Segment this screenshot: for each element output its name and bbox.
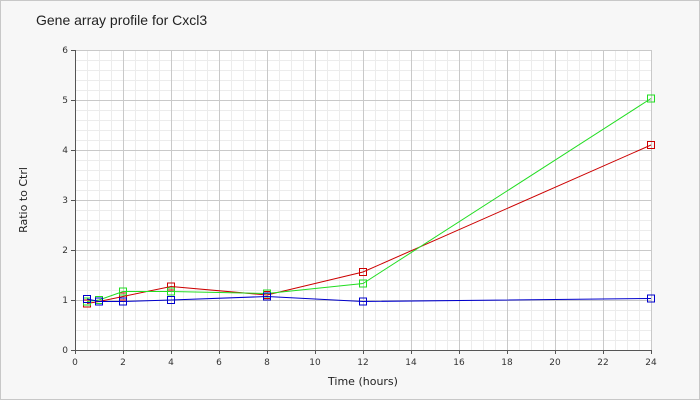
x-tick-label: 2 <box>120 358 126 368</box>
y-tick-label: 6 <box>62 46 68 56</box>
x-tick-label: 14 <box>405 358 417 368</box>
data-point <box>359 268 367 276</box>
x-tick-label: 6 <box>216 358 222 368</box>
axes <box>71 50 652 354</box>
x-tick-label: 16 <box>453 358 465 368</box>
y-tick-label: 4 <box>62 146 68 156</box>
x-tick-label: 18 <box>501 358 513 368</box>
x-tick-label: 0 <box>72 358 78 368</box>
series-3 <box>83 292 655 306</box>
data-point <box>263 292 271 301</box>
x-tick-labels: 0 2 4 6 8 10 12 14 16 18 20 22 24 <box>72 358 657 368</box>
data-point <box>359 297 367 306</box>
data-point <box>119 297 127 306</box>
y-tick-label: 3 <box>62 196 68 206</box>
series-layer <box>83 94 655 308</box>
data-point <box>167 296 175 304</box>
x-axis-label: Time (hours) <box>327 375 398 388</box>
y-tick-label: 0 <box>62 346 68 356</box>
data-point <box>647 294 655 303</box>
data-point <box>647 94 655 103</box>
x-tick-label: 24 <box>645 358 657 368</box>
y-axis-label: Ratio to Ctrl <box>17 167 30 233</box>
series-line <box>86 98 652 302</box>
x-tick-label: 8 <box>264 358 270 368</box>
data-point <box>119 292 127 301</box>
x-tick-label: 22 <box>597 358 608 368</box>
x-tick-label: 20 <box>549 358 561 368</box>
data-point <box>95 297 103 306</box>
y-tick-labels: 0 1 2 3 4 5 6 <box>62 46 68 356</box>
series-line <box>86 295 652 303</box>
chart-title: Gene array profile for Cxcl3 <box>36 12 208 28</box>
data-point <box>83 295 91 303</box>
x-tick-label: 12 <box>357 358 368 368</box>
y-tick-label: 1 <box>62 296 68 306</box>
data-point <box>647 141 655 149</box>
data-point <box>359 279 367 288</box>
y-tick-label: 5 <box>62 96 68 106</box>
data-point <box>119 287 127 296</box>
x-tick-label: 4 <box>168 358 174 368</box>
x-tick-label: 10 <box>309 358 321 368</box>
data-point <box>167 287 175 296</box>
y-tick-label: 2 <box>62 246 68 256</box>
data-point <box>167 282 175 291</box>
